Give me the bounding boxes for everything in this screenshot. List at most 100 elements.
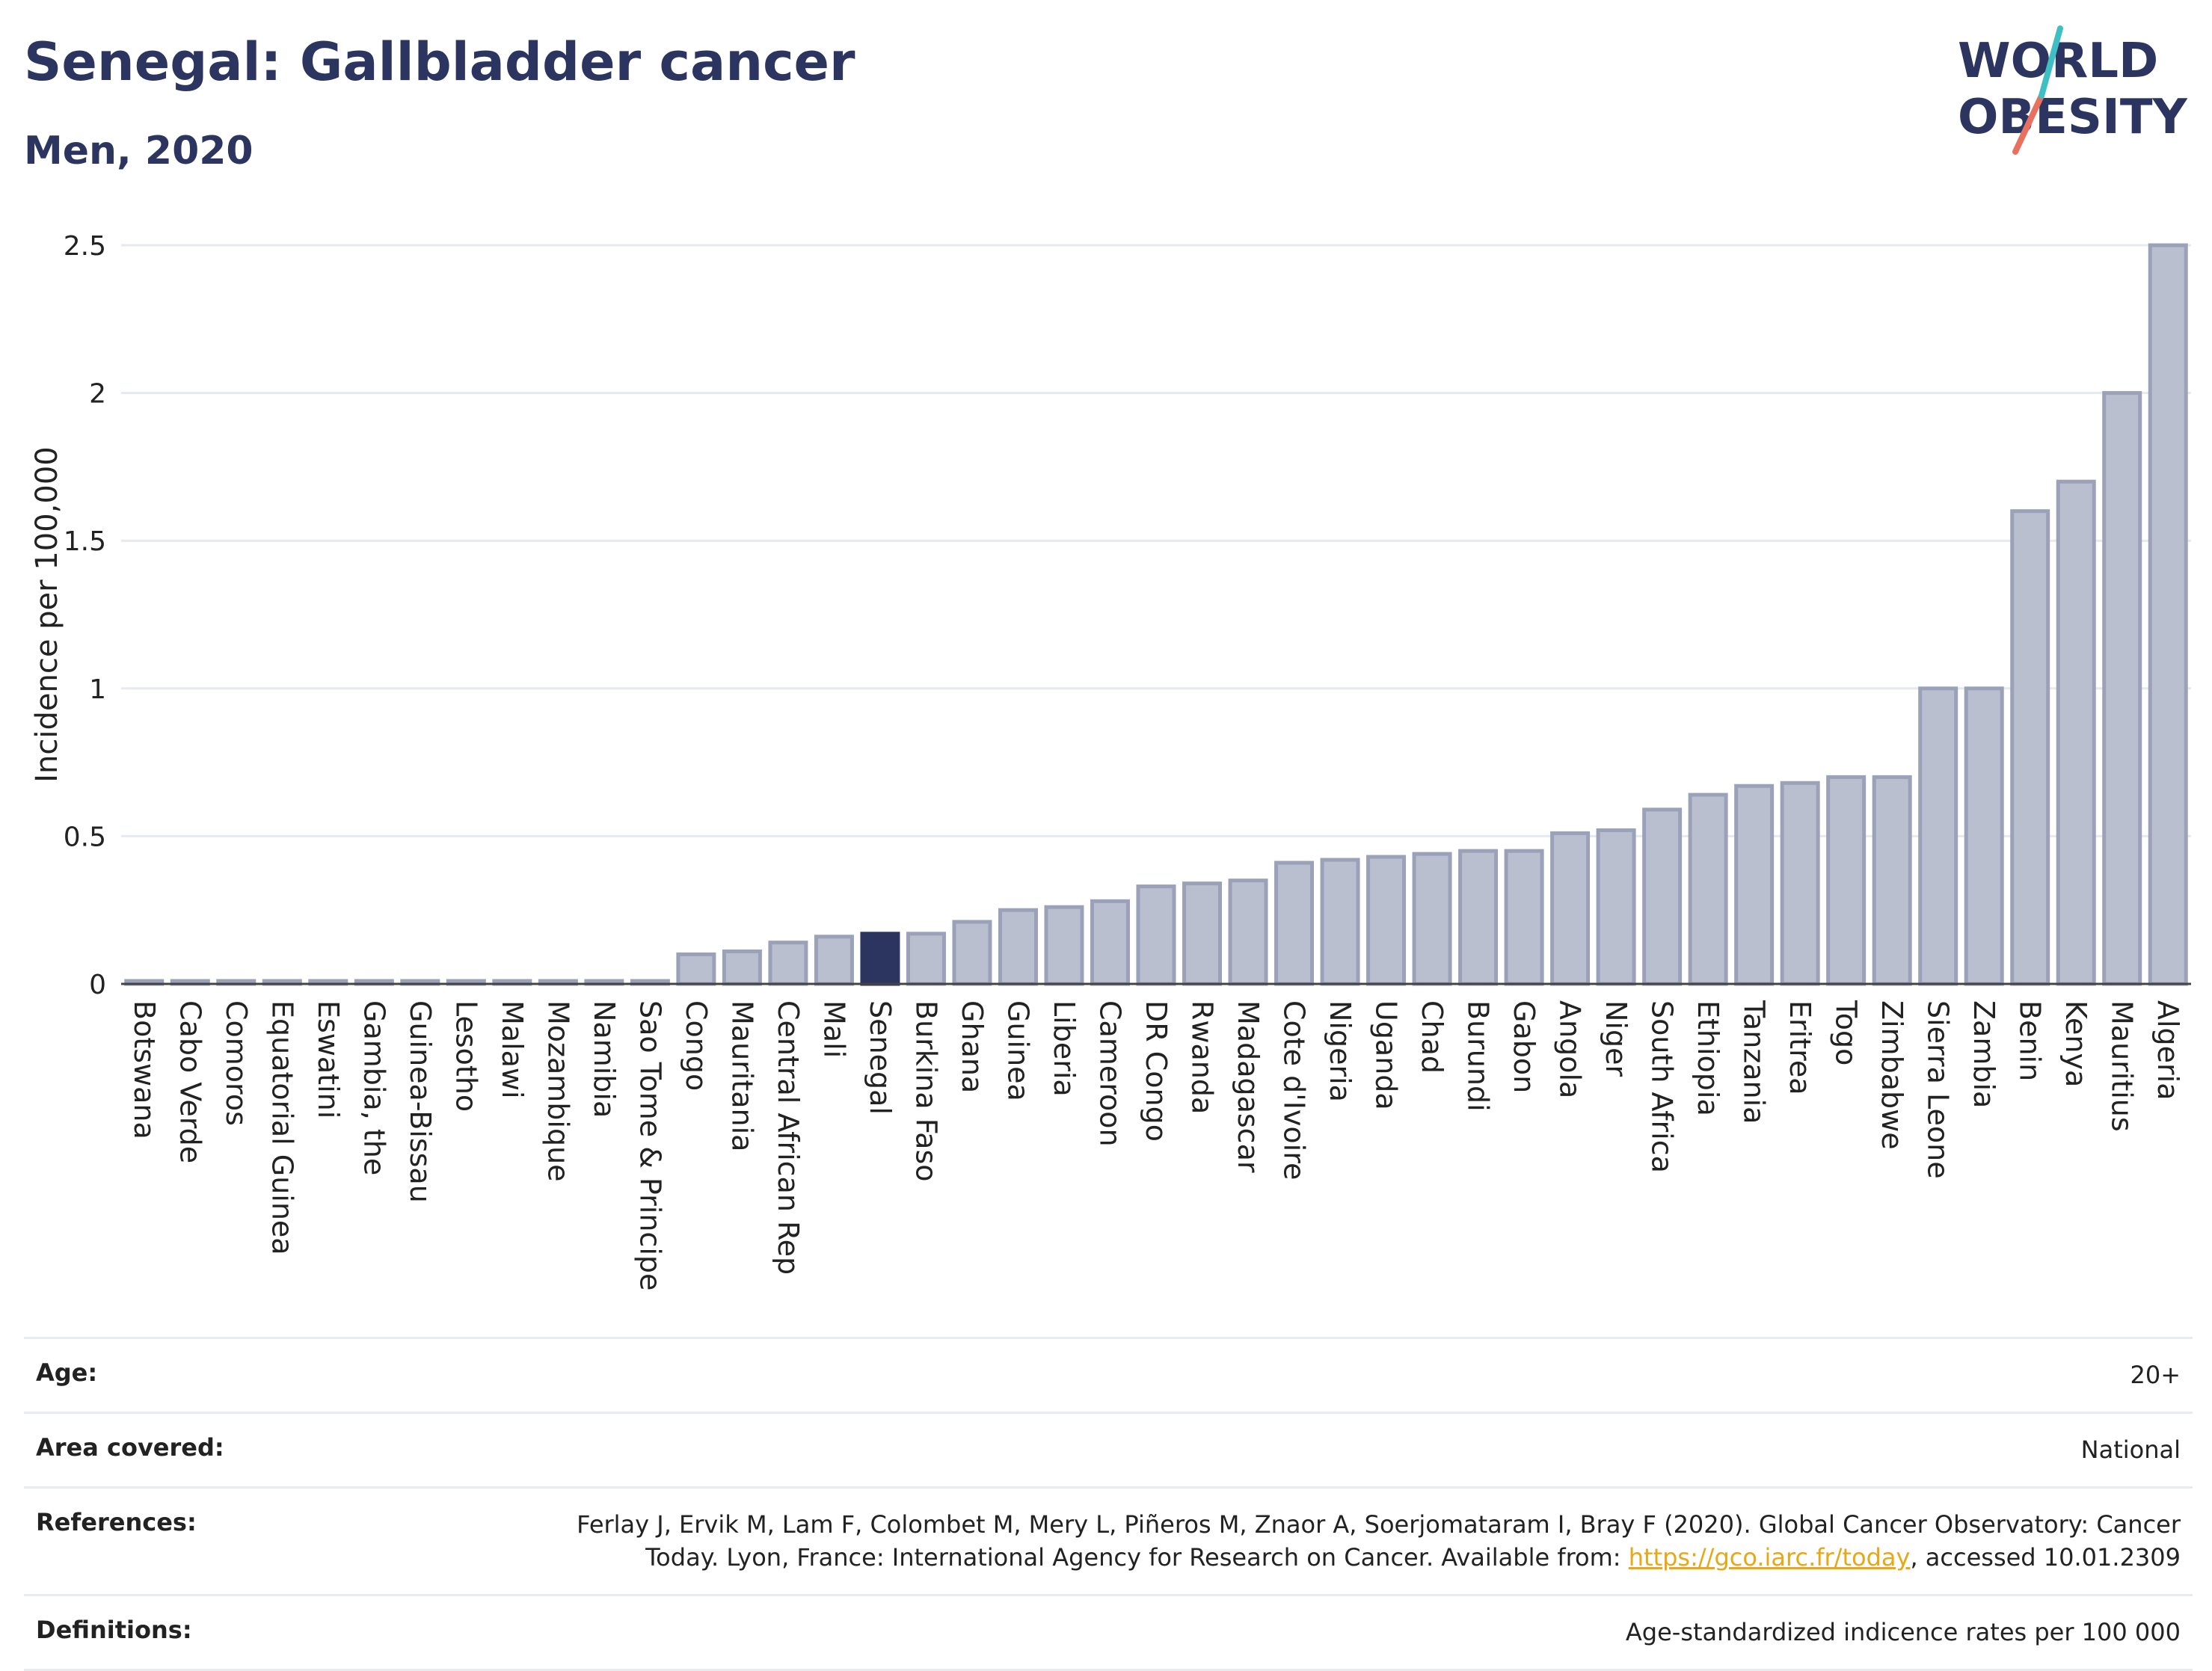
- bar: [1136, 884, 1176, 986]
- logo-slash-teal: [2039, 25, 2063, 99]
- area-value: National: [2080, 1435, 2181, 1464]
- bar: [2102, 391, 2142, 986]
- x-tick-label: Gambia, the: [357, 1000, 390, 1175]
- chart-title: Senegal: Gallbladder cancer: [24, 31, 855, 93]
- bar: [676, 952, 716, 986]
- bar: [1550, 831, 1591, 986]
- bar: [1688, 793, 1728, 986]
- chart-subtitle: Men, 2020: [24, 129, 254, 173]
- y-axis-label: Incidence per 100,000: [30, 446, 64, 783]
- x-tick-label: Ghana: [956, 1000, 989, 1093]
- logo-line-2: OBESITY: [1958, 90, 2187, 145]
- bar: [1090, 899, 1130, 986]
- x-tick-label: South Africa: [1646, 1000, 1679, 1173]
- references-accessed: , accessed 10.01.2309: [1910, 1543, 2181, 1572]
- x-tick-label: Kenya: [2059, 1000, 2092, 1087]
- bar: [1918, 686, 1958, 986]
- x-tick-label: Zimbabwe: [1875, 1000, 1908, 1150]
- x-tick-label: Togo: [1830, 1000, 1863, 1065]
- x-tick-label: Burundi: [1462, 1000, 1495, 1112]
- info-row-area: Area covered: National: [24, 1411, 2193, 1486]
- bars: [124, 243, 2188, 986]
- x-tick-label: Niger: [1600, 1000, 1632, 1077]
- definitions-label: Definitions:: [36, 1616, 192, 1645]
- x-tick-label: Cabo Verde: [173, 1000, 206, 1163]
- bar: [1274, 861, 1315, 986]
- bar: [1504, 849, 1544, 986]
- y-axis-ticks: 0 0.5 1 1.5 2 2.5: [64, 231, 106, 1000]
- bar: [768, 941, 808, 986]
- bar: [1044, 905, 1084, 986]
- x-tick-label: Madagascar: [1232, 1000, 1265, 1173]
- x-tick-label: Mauritius: [2106, 1000, 2139, 1132]
- x-tick-label: Gabon: [1508, 1000, 1540, 1093]
- x-tick-label: Chad: [1416, 1000, 1448, 1074]
- y-tick-label: 2: [89, 379, 106, 410]
- bar-highlighted: [860, 932, 900, 986]
- x-tick-label: Lesotho: [449, 1000, 482, 1112]
- info-row-age: Age: 20+: [24, 1337, 2193, 1412]
- age-value: 20+: [2130, 1361, 2181, 1389]
- bar: [1596, 828, 1636, 986]
- bar: [1182, 881, 1223, 986]
- x-tick-label: Mali: [817, 1000, 850, 1058]
- y-tick-label: 1.5: [64, 526, 106, 557]
- info-row-references: References: Ferlay J, Ervik M, Lam F, Co…: [24, 1486, 2193, 1595]
- age-label: Age:: [36, 1358, 98, 1387]
- logo-slash-coral: [2012, 93, 2044, 155]
- bar-chart: 0 0.5 1 1.5 2 2.5 Botswana Cabo Verde Comoros Eq…: [30, 231, 2191, 1290]
- x-tick-label: Eswatini: [312, 1000, 345, 1118]
- x-tick-label: Eritrea: [1784, 1000, 1816, 1095]
- bar: [1826, 775, 1867, 986]
- references-text: Ferlay J, Ervik M, Lam F, Colombet M, Me…: [577, 1510, 2181, 1572]
- x-tick-label: Liberia: [1048, 1000, 1081, 1097]
- y-tick-label: 1: [89, 674, 106, 705]
- x-tick-label: Central African Rep: [772, 1000, 805, 1275]
- x-tick-label: Senegal: [864, 1000, 897, 1115]
- x-tick-label: Zambia: [1967, 1000, 2000, 1108]
- bar: [906, 932, 946, 986]
- bar: [722, 950, 762, 986]
- x-tick-label: Mozambique: [541, 1000, 574, 1182]
- bar: [998, 908, 1038, 986]
- bar: [1872, 775, 1912, 986]
- bar: [1780, 781, 1820, 986]
- x-tick-label: Angola: [1554, 1000, 1587, 1098]
- x-tick-label: Equatorial Guinea: [265, 1000, 298, 1255]
- x-tick-label: Congo: [680, 1000, 713, 1091]
- x-tick-label: Benin: [2014, 1000, 2047, 1081]
- x-tick-label: Mauritania: [725, 1000, 758, 1151]
- bar: [1734, 784, 1775, 986]
- x-tick-label: Rwanda: [1186, 1000, 1219, 1114]
- definitions-value: Age-standardized indicence rates per 100…: [1625, 1618, 2181, 1647]
- references-value: Ferlay J, Ervik M, Lam F, Colombet M, Me…: [573, 1508, 2181, 1575]
- references-link[interactable]: https://gco.iarc.fr/today: [1628, 1543, 1911, 1572]
- info-row-definitions: Definitions: Age-standardized indicence …: [24, 1594, 2193, 1671]
- x-tick-label: Burkina Faso: [909, 1000, 942, 1182]
- area-label: Area covered:: [36, 1432, 224, 1462]
- x-tick-label: Cameroon: [1093, 1000, 1126, 1147]
- x-tick-label: Cote d'Ivoire: [1278, 1000, 1311, 1180]
- bar: [1642, 807, 1683, 986]
- bar: [1320, 858, 1360, 986]
- bar: [2056, 479, 2096, 986]
- bar: [1458, 849, 1499, 986]
- x-tick-label: Nigeria: [1324, 1000, 1357, 1102]
- x-tick-label: Guinea: [1001, 1000, 1034, 1101]
- bar: [1228, 878, 1268, 986]
- x-tick-label: Guinea-Bissau: [404, 1000, 437, 1203]
- bar: [2010, 509, 2050, 986]
- x-axis-ticks: Botswana Cabo Verde Comoros Equatorial Guin…: [128, 1000, 2184, 1290]
- x-tick-label: DR Congo: [1140, 1000, 1173, 1142]
- x-tick-label: Uganda: [1370, 1000, 1403, 1110]
- bar: [814, 935, 854, 986]
- world-obesity-logo: WORLD OBESITY: [1958, 25, 2187, 155]
- x-tick-label: Sao Tome & Principe: [633, 1000, 666, 1290]
- bar: [1412, 852, 1452, 986]
- y-tick-label: 2.5: [64, 231, 106, 262]
- x-tick-label: Ethiopia: [1692, 1000, 1724, 1116]
- y-tick-label: 0.5: [64, 822, 106, 852]
- y-tick-label: 0: [89, 970, 106, 1000]
- x-tick-label: Tanzania: [1738, 1000, 1771, 1124]
- x-tick-label: Namibia: [588, 1000, 621, 1118]
